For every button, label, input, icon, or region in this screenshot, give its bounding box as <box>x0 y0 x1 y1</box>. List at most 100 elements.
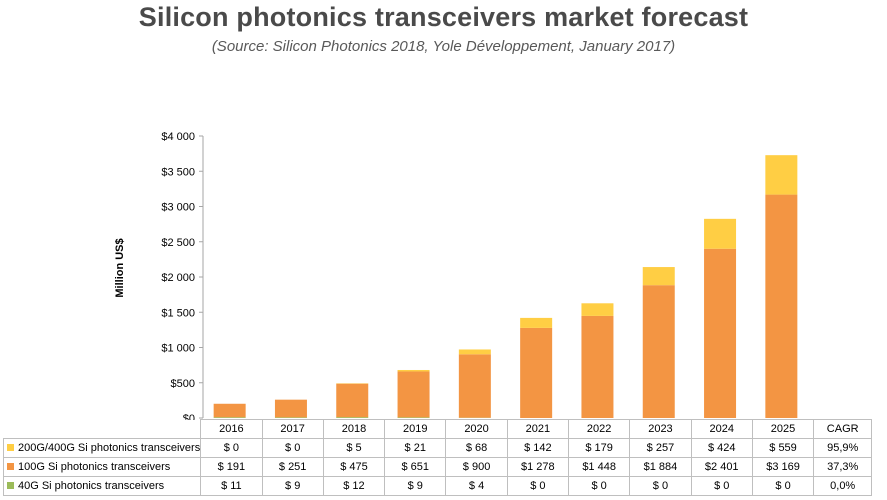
x-tick-label: 2016 <box>200 419 263 439</box>
data-label: $ 4 <box>445 476 508 496</box>
table-row: 200G/400G Si photonics transceivers $ 0 $ … <box>2 438 873 458</box>
legend-swatch <box>7 444 14 451</box>
data-label: $ 900 <box>445 457 508 477</box>
y-tick-label: $1 500 <box>161 307 195 319</box>
bar-segment <box>704 248 737 418</box>
data-label: $ 0 <box>261 438 324 458</box>
x-tick-label: 2021 <box>506 419 570 439</box>
chart-subtitle: (Source: Silicon Photonics 2018, Yole Dé… <box>211 38 676 55</box>
legend-swatch <box>7 482 14 489</box>
data-label: $ 475 <box>322 457 386 477</box>
data-label: $ 559 <box>751 438 815 458</box>
bar-segment <box>520 327 553 418</box>
bar-stacks <box>213 155 798 418</box>
x-tick-label: 2024 <box>690 419 753 439</box>
bar-stack-2022 <box>581 303 614 418</box>
bar-segment <box>765 155 798 195</box>
data-label: $ 12 <box>322 476 386 496</box>
table-row: 40G Si photonics transceivers $ 11 $ 9 $ 12… <box>2 476 873 496</box>
bar-stack-2023 <box>642 267 675 418</box>
data-label: $2 401 <box>690 457 753 477</box>
data-label: $ 179 <box>567 438 631 458</box>
bar-stack-2021 <box>520 317 553 418</box>
data-label: $ 9 <box>384 476 447 496</box>
data-label: $ 0 <box>200 438 263 458</box>
data-label: $ 651 <box>384 457 447 477</box>
data-label: $ 0 <box>690 476 753 496</box>
x-tick-label: 2022 <box>567 419 631 439</box>
data-label: $ 0 <box>506 476 570 496</box>
x-tick-label: 2020 <box>445 419 508 439</box>
data-label: $1 278 <box>506 457 570 477</box>
cagr-value: 95,9% <box>813 438 873 458</box>
y-tick-label: $2 500 <box>161 237 195 249</box>
y-tick-label: $0 <box>183 413 195 420</box>
legend-entry: 100G Si photonics transceivers <box>2 457 202 477</box>
series-name: 200G/400G Si photonics transceivers <box>18 442 201 454</box>
bar-segment <box>458 349 491 355</box>
bar-stack-2025 <box>765 155 798 418</box>
data-label: $ 0 <box>567 476 631 496</box>
y-axis-label: Million US$ <box>114 238 126 298</box>
x-tick-label: 2018 <box>322 419 386 439</box>
bar-segment <box>581 303 614 316</box>
bar-segment <box>397 371 430 418</box>
x-tick-label: 2023 <box>629 419 692 439</box>
cagr-value: 37,3% <box>813 457 873 477</box>
data-label: $ 11 <box>200 476 263 496</box>
bar-stack-2024 <box>704 218 737 418</box>
legend-entry: 200G/400G Si photonics transceivers <box>2 438 202 458</box>
y-tick-label: $3 500 <box>161 166 195 178</box>
bar-segment <box>213 403 246 418</box>
bar-segment <box>274 417 307 418</box>
cagr-header: CAGR <box>813 419 873 439</box>
bar-segment <box>336 383 369 418</box>
y-tick-label: $3 000 <box>161 202 195 214</box>
table-row: 100G Si photonics transceivers $ 191 $ 251… <box>2 457 873 477</box>
cagr-value: 0,0% <box>813 476 873 496</box>
bar-stack-2016 <box>213 403 246 418</box>
bar-segment <box>336 417 369 418</box>
bar-segment <box>397 417 430 418</box>
data-label: $ 5 <box>322 438 386 458</box>
data-table: 2016 2017 2018 2019 2020 2021 2022 2023 2024 2025… <box>2 419 873 496</box>
y-tick-label: $500 <box>171 378 195 390</box>
y-axis: $0 $500 $1 000 $1 500 $2 000 $2 500 $3 000 $3 5… <box>161 131 204 420</box>
data-label: $ 257 <box>629 438 692 458</box>
bar-segment <box>642 285 675 418</box>
data-label: $ 0 <box>629 476 692 496</box>
data-label: $ 424 <box>690 438 753 458</box>
y-tick-label: $4 000 <box>161 131 195 143</box>
legend-swatch <box>7 463 14 470</box>
bar-segment <box>397 369 430 372</box>
bar-segment <box>520 317 553 328</box>
data-label: $ 142 <box>506 438 570 458</box>
x-tick-label: 2019 <box>384 419 447 439</box>
table-corner-cell <box>3 419 202 439</box>
bar-stack-2017 <box>274 399 307 418</box>
bar-stack-2019 <box>397 369 430 418</box>
data-label: $ 251 <box>261 457 324 477</box>
y-tick-label: $1 000 <box>161 343 195 355</box>
y-tick-label: $2 000 <box>161 272 195 284</box>
series-name: 40G Si photonics transceivers <box>18 480 165 492</box>
bar-stack-2020 <box>458 349 491 418</box>
bar-segment <box>213 417 246 418</box>
bar-segment <box>581 315 614 418</box>
data-label: $1 448 <box>567 457 631 477</box>
data-label: $ 191 <box>200 457 263 477</box>
legend-entry: 40G Si photonics transceivers <box>2 476 202 496</box>
chart-title: Silicon photonics transceivers market fo… <box>138 2 749 32</box>
data-label: $3 169 <box>751 457 815 477</box>
bar-stack-2018 <box>336 383 369 418</box>
data-label: $ 68 <box>445 438 508 458</box>
bar-segment <box>765 194 798 418</box>
bar-segment <box>642 267 675 286</box>
x-tick-label: 2025 <box>751 419 815 439</box>
data-label: $ 0 <box>751 476 815 496</box>
data-label: $ 9 <box>261 476 324 496</box>
data-label: $ 21 <box>384 438 447 458</box>
table-header-row: 2016 2017 2018 2019 2020 2021 2022 2023 2024 2025… <box>3 419 873 439</box>
data-label: $1 884 <box>629 457 692 477</box>
bar-segment <box>274 399 307 418</box>
